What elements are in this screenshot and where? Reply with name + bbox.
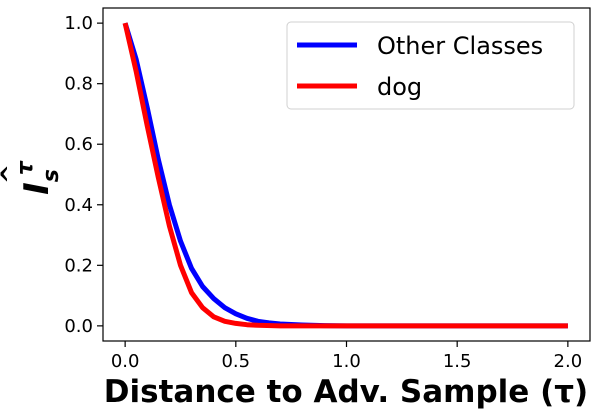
- y-axis-ticks: 0.0 0.2 0.4 0.6 0.8 1.0: [64, 13, 103, 337]
- x-tick-label: 2.0: [554, 351, 583, 372]
- y-axis-label-hat: ^: [0, 164, 24, 184]
- y-axis-label: Isτ ^: [0, 160, 64, 195]
- y-tick-label: 0.2: [64, 255, 93, 276]
- y-tick-label: 0.0: [64, 316, 93, 337]
- y-axis-label-subscript: s: [39, 169, 64, 182]
- series-lines: [122, 22, 568, 329]
- legend-label-other-classes: Other Classes: [377, 32, 543, 60]
- legend-box: [286, 21, 575, 110]
- y-tick-label: 0.8: [64, 74, 93, 95]
- x-tick-label: 1.0: [332, 351, 361, 372]
- legend: Other Classes dog: [286, 21, 575, 110]
- x-axis-ticks: 0.0 0.5 1.0 1.5 2.0: [111, 341, 582, 372]
- x-tick-label: 0.0: [111, 351, 140, 372]
- legend-label-dog: dog: [377, 73, 422, 101]
- y-axis-label-superscript: τ: [13, 160, 38, 175]
- series-line-dog: [122, 22, 568, 329]
- x-tick-label: 0.5: [221, 351, 250, 372]
- y-tick-label: 0.4: [64, 195, 93, 216]
- y-tick-label: 0.6: [64, 134, 93, 155]
- y-tick-label: 1.0: [64, 13, 93, 34]
- x-axis-label: Distance to Adv. Sample (τ): [104, 374, 588, 410]
- x-tick-label: 1.5: [443, 351, 472, 372]
- y-axis-label-base: I: [17, 182, 57, 195]
- svg-text:Isτ: Isτ: [13, 160, 64, 195]
